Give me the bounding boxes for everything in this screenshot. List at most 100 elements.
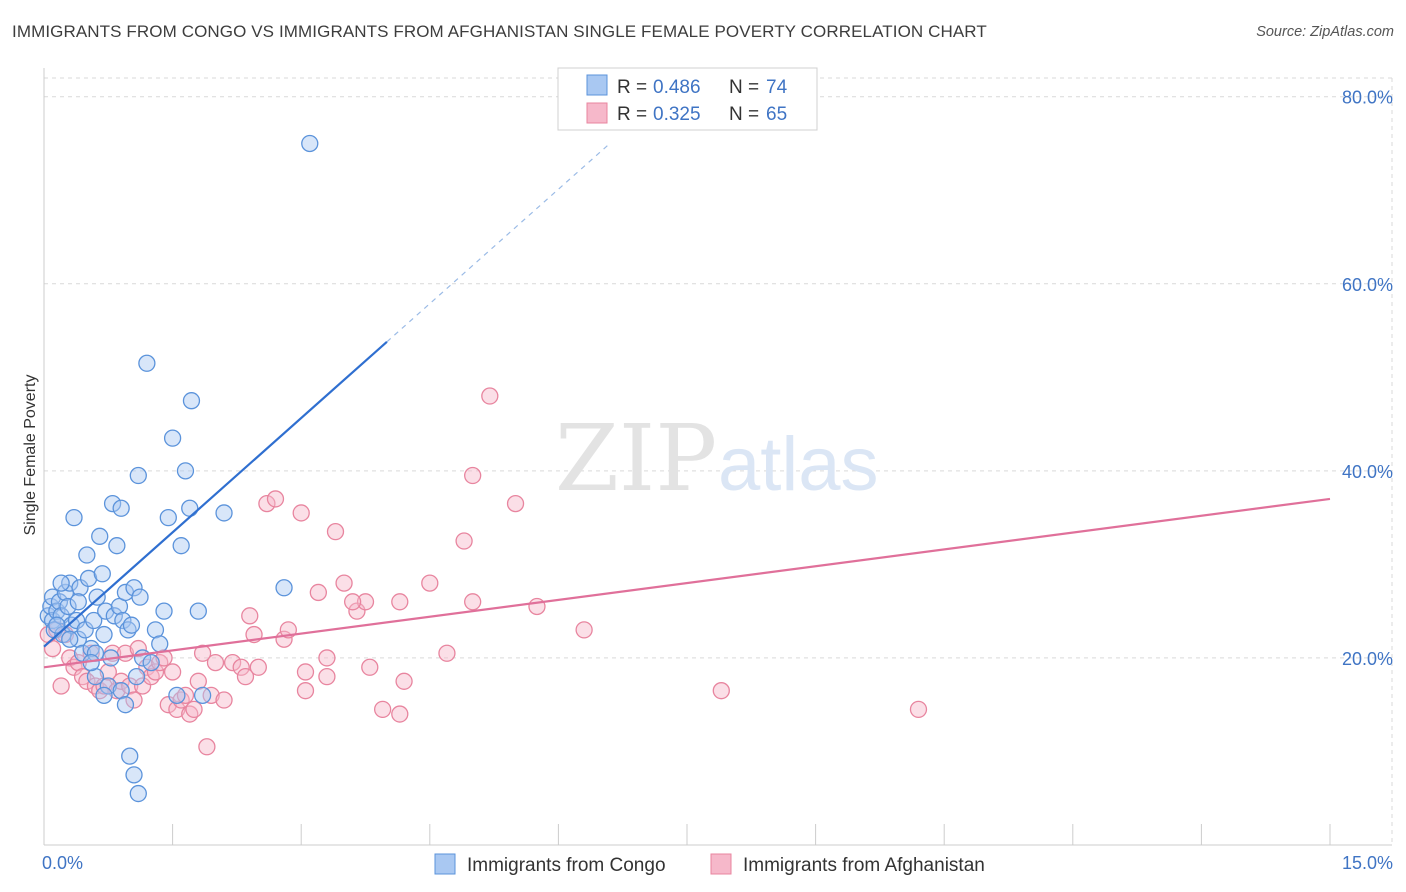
afghanistan-point-20 [125,691,143,709]
congo-point-68 [61,630,79,648]
watermark-zip: ZIP [555,405,717,512]
y-axis-label: Single Female Poverty [22,375,39,536]
afghanistan-point-75 [391,705,409,723]
chart-title: IMMIGRANTS FROM CONGO VS IMMIGRANTS FROM… [12,22,987,41]
congo-point-26 [93,565,111,583]
congo-point-57 [182,392,201,410]
congo-point-13 [65,508,83,527]
congo-point-49 [151,635,169,653]
afghanistan-point-65 [506,494,525,513]
congo-point-31 [103,494,122,513]
afghanistan-point-63 [464,466,482,485]
afghanistan-point-36 [193,644,212,662]
congo-point-36 [114,611,132,630]
axes [43,68,1392,846]
congo-point-50 [155,602,173,620]
congo-point-53 [168,686,186,704]
afghanistan-point-52 [309,583,327,602]
bottom-legend-label-congo: Immigrants from Congo [467,855,666,876]
afghanistan-point-34 [185,700,203,719]
congo-point-46 [138,354,156,372]
legend: R = 0.486 N = 74 R = 0.325 N = 65 [557,67,818,131]
congo-point-64 [116,696,135,714]
x-tick-label-1: 15.0% [1342,853,1393,873]
congo-point-14 [67,611,86,630]
afghanistan-point-55 [335,574,353,592]
congo-point-10 [59,597,77,616]
bottom-legend: Immigrants from Congo Immigrants from Af… [434,853,985,876]
x-tick-labels: 0.0% 15.0% [42,853,1393,873]
congo-point-65 [125,766,143,784]
afghanistan-point-9 [78,672,96,690]
afghanistan-point-77 [296,682,315,700]
congo-point-22 [85,611,103,630]
afghanistan-point-57 [361,658,379,676]
congo-points [39,134,319,803]
afghanistan-point-30 [168,700,186,719]
congo-point-51 [159,508,177,527]
legend-n-value-congo: 74 [766,77,788,98]
afghanistan-point-5 [61,649,79,667]
afghanistan-point-14 [99,663,117,681]
congo-point-71 [301,134,319,153]
source-credit: Source: ZipAtlas.com [1256,24,1394,40]
bottom-legend-swatch-afghanistan [710,853,732,875]
afghanistan-point-17 [112,672,130,690]
congo-trend-line [43,340,388,648]
afghanistan-point-41 [223,653,242,672]
afghanistan-point-64 [481,387,499,405]
afghanistan-point-29 [163,663,182,681]
congo-point-41 [125,579,143,597]
x-tick-label-0: 0.0% [42,853,83,873]
legend-r-label-afghanistan: R = [617,104,647,125]
y-tick-label-0: 20.0% [1342,649,1393,669]
congo-point-52 [163,429,182,447]
congo-point-33 [108,537,126,555]
congo-point-67 [69,593,87,611]
afghanistan-point-22 [133,677,152,695]
congo-point-19 [78,546,96,564]
afghanistan-point-50 [292,504,310,522]
legend-swatch-congo [586,74,608,96]
afghanistan-point-3 [52,677,70,695]
legend-n-label-congo: N = [729,77,759,98]
legend-r-label-congo: R = [617,77,647,98]
congo-point-35 [112,499,130,517]
afghanistan-point-68 [712,682,730,700]
congo-point-60 [215,504,233,522]
congo-point-43 [129,466,147,485]
congo-point-66 [129,784,147,803]
legend-r-value-afghanistan: 0.325 [653,104,701,125]
congo-point-29 [99,677,117,695]
congo-point-70 [275,579,293,597]
afghanistan-point-56 [348,602,366,620]
congo-point-40 [122,616,141,634]
afghanistan-point-28 [159,696,177,714]
afghanistan-point-51 [296,663,315,681]
afghanistan-point-16 [108,682,126,700]
afghanistan-point-45 [249,658,267,676]
congo-point-16 [71,579,89,597]
y-tick-labels: 20.0% 40.0% 60.0% 80.0% [1342,88,1393,669]
bottom-legend-label-afghanistan: Immigrants from Afghanistan [743,855,985,876]
trend-lines [43,143,1331,669]
congo-point-56 [181,499,199,517]
legend-n-label-afghanistan: N = [729,104,759,125]
congo-point-73 [48,616,66,634]
afghanistan-point-40 [215,691,233,709]
y-tick-label-2: 60.0% [1342,275,1393,295]
afghanistan-point-46 [258,494,276,513]
afghanistan-point-67 [575,621,593,639]
congo-point-59 [193,686,212,704]
afghanistan-point-37 [198,738,216,756]
afghanistan-point-53 [318,649,336,667]
afghanistan-point-62 [455,532,473,550]
afghanistan-trend-line [43,497,1331,669]
congo-point-32 [105,607,123,625]
congo-point-47 [142,653,160,672]
afghanistan-point-73 [464,593,482,611]
afghanistan-point-25 [146,663,165,681]
congo-point-24 [88,588,106,606]
congo-point-25 [91,527,109,545]
